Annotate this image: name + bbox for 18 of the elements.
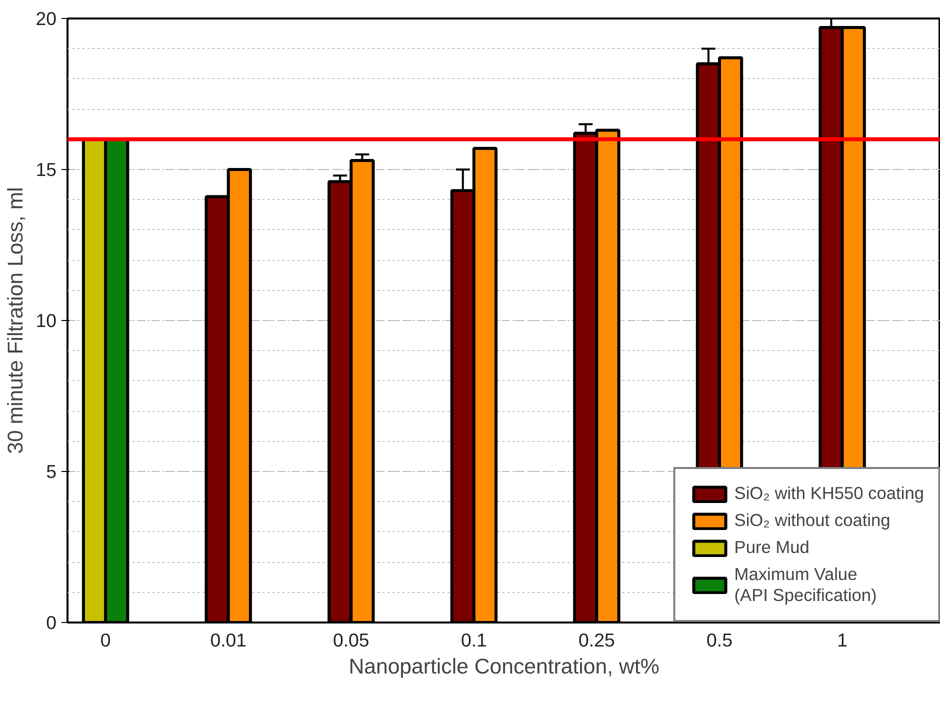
y-tick-label: 20 — [36, 8, 57, 29]
x-tick-label: 1 — [837, 630, 848, 650]
legend-label: SiO₂ with KH550 coating — [734, 483, 924, 504]
legend-label: SiO₂ without coating — [734, 510, 890, 531]
x-tick-label: 0.25 — [578, 630, 615, 650]
y-tick-label: 5 — [46, 461, 57, 482]
x-tick-label: 0.05 — [332, 630, 370, 650]
x-axis-title: Nanoparticle Concentration, wt% — [348, 654, 660, 678]
y-axis-title: 30 minute Filtration Loss, ml — [4, 187, 28, 454]
legend-label: Maximum Value (API Specification) — [734, 564, 877, 606]
legend-label: Pure Mud — [734, 537, 810, 558]
y-tick-label: 15 — [36, 159, 57, 180]
x-tick-label: 0.1 — [460, 630, 487, 650]
y-tick-label: 10 — [36, 310, 57, 331]
x-tick-label: 0.01 — [210, 630, 247, 650]
x-tick-label: 0.5 — [706, 630, 732, 650]
x-tick-label: 0 — [100, 630, 111, 650]
y-tick-label: 0 — [46, 612, 57, 633]
